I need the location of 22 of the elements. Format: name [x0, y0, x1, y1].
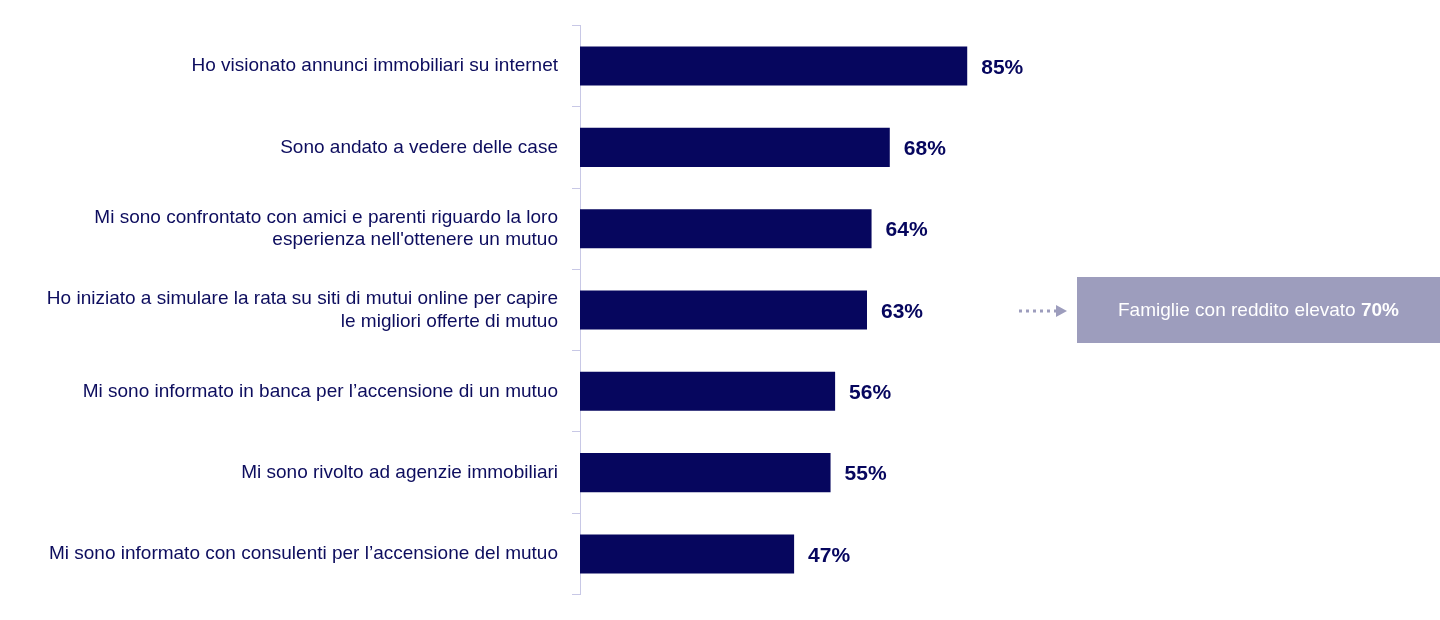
- y-tick-label: Mi sono informato con consulenti per l’accensione del mutuo: [48, 542, 558, 564]
- bar: [580, 290, 867, 330]
- bar: [580, 209, 872, 249]
- data-label: 47%: [808, 542, 851, 566]
- bar: [580, 453, 831, 493]
- bar: [580, 534, 795, 574]
- bar: [580, 46, 968, 86]
- data-label: 64%: [885, 217, 928, 241]
- data-label: 56%: [849, 380, 892, 404]
- text: Famiglie con reddito elevato 70%: [1077, 277, 1440, 343]
- data-label: 55%: [844, 461, 887, 485]
- y-tick-label: Mi sono confrontato con amici e parenti riguardo la loro esperienza nell'ottenere un mutuo: [94, 205, 558, 250]
- y-tick-label: Ho visionato annunci immobiliari su internet: [191, 54, 559, 76]
- data-label: 63%: [881, 298, 924, 322]
- bar: [580, 371, 836, 411]
- data-label: 85%: [981, 54, 1024, 78]
- y-tick-label: Sono andato a vedere delle case: [280, 135, 558, 157]
- y-tick-label: Mi sono informato in banca per l’accensione di un mutuo: [82, 379, 558, 401]
- data-label: 68%: [903, 136, 947, 160]
- bar: [580, 127, 890, 167]
- y-tick-label: Mi sono rivolto ad agenzie immobiliari: [241, 460, 558, 482]
- y-tick-label: Ho iniziato a simulare la rata su siti di mutui online per capire le migliori offerte di mutuo: [46, 286, 558, 331]
